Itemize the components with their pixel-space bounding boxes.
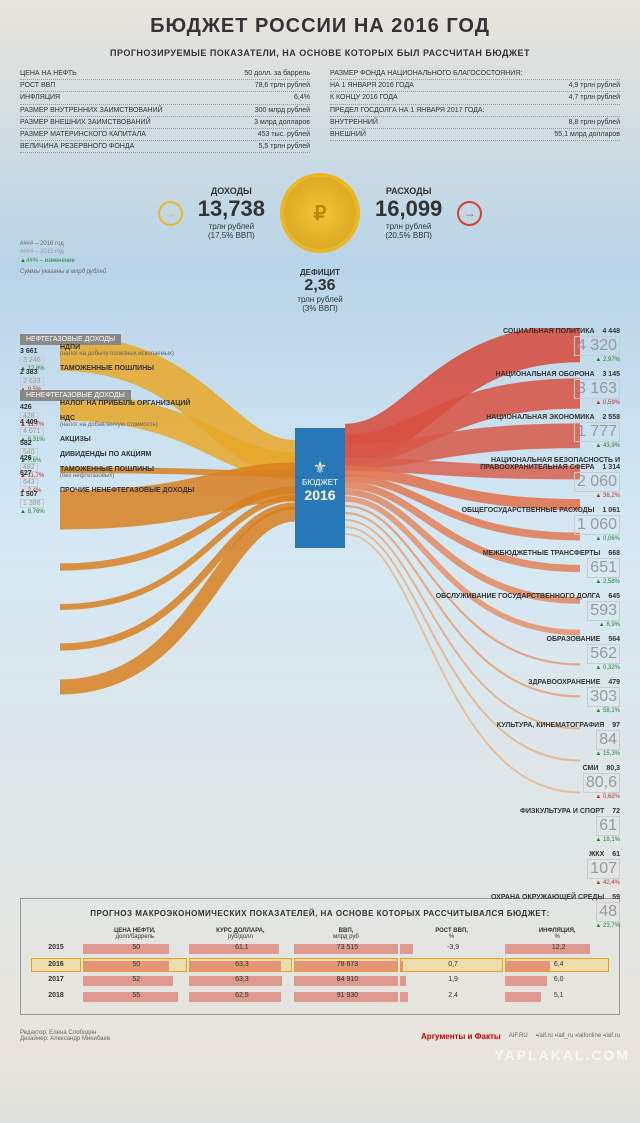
social-link[interactable]: ▪/aif_ru	[555, 1033, 574, 1039]
watermark: YAPLAKAL.COM	[495, 1047, 631, 1063]
expense-item: НАЦИОНАЛЬНАЯ БЕЗОПАСНОСТЬ И ПРАВООХРАНИТ…	[420, 457, 620, 499]
forecast-indicators: ЦЕНА НА НЕФТЬ50 долл. за баррельРОСТ ВВП…	[20, 68, 620, 153]
income-item: 1 507 1 386 ▲ 8,76% ПРОЧИЕ НЕНЕФТЕГАЗОВЫ…	[20, 491, 200, 494]
expense-item: НАЦИОНАЛЬНАЯ ОБОРОНА 3 145 3 163 ▲ 0,59%	[420, 371, 620, 406]
expense-item: СМИ 80,3 80,6 ▲ 0,62%	[420, 765, 620, 800]
expense-item: ОБРАЗОВАНИЕ 564 562 ▲ 0,32%	[420, 636, 620, 671]
income-value: 13,738	[198, 196, 265, 222]
expense-item: ОБСЛУЖИВАНИЕ ГОСУДАРСТВЕННОГО ДОЛГА 645 …	[420, 593, 620, 628]
budget-center-block: ⚜ БЮДЖЕТ 2016	[295, 428, 345, 548]
social-link[interactable]: ▪/aifonline	[575, 1033, 601, 1039]
sankey-diagram: ⚜ БЮДЖЕТ 2016 НЕФТЕГАЗОВЫЕ ДОХОДЫ 3 661 …	[20, 328, 620, 878]
expense-value: 16,099	[375, 196, 442, 222]
main-title: БЮДЖЕТ РОССИИ НА 2016 ГОД	[20, 15, 620, 38]
expense-item: ФИЗКУЛЬТУРА И СПОРТ 72 61 ▲ 18,1%	[420, 808, 620, 843]
expense-item: МЕЖБЮДЖЕТНЫЕ ТРАНСФЕРТЫ 668 651 ▲ 2,58%	[420, 550, 620, 585]
legend: #### – 2016 год #### – 2015 год ▲##% – и…	[20, 240, 106, 277]
income-item: 3 661 3 246 ▲ 12,8% НДПИ (налог на добыч…	[20, 348, 200, 357]
expense-item: ОХРАНА ОКРУЖАЮЩЕЙ СРЕДЫ 59 48 ▲ 23,7%	[420, 894, 620, 929]
social-link[interactable]: ▪/aif.ru	[536, 1033, 553, 1039]
expense-item: СОЦИАЛЬНАЯ ПОЛИТИКА 4 448 4 320 ▲ 2,97%	[420, 328, 620, 363]
expense-arrow-icon: →	[457, 201, 482, 226]
social-link[interactable]: ▪/aif.ru	[603, 1033, 620, 1039]
income-item: 4 409 4 071 ▲ 8,31% НДС (налог на добавл…	[20, 419, 200, 428]
expense-item: ЗДРАВООХРАНЕНИЕ 479 303 ▲ 58,1%	[420, 679, 620, 714]
emblem-icon: ⚜	[295, 458, 345, 478]
subtitle: ПРОГНОЗИРУЕМЫЕ ПОКАЗАТЕЛИ, НА ОСНОВЕ КОТ…	[20, 48, 620, 58]
income-item: 426 482 ▲ 11,7% ДИВИДЕНДЫ ПО АКЦИЯМ	[20, 455, 200, 458]
income-item: 2 383 2 633 ▲ 9,5% ТАМОЖЕННЫЕ ПОШЛИНЫ	[20, 369, 200, 372]
income-expense-summary: → ДОХОДЫ 13,738 трлн рублей (17,5% ВВП) …	[20, 173, 620, 253]
expense-item: НАЦИОНАЛЬНАЯ ЭКОНОМИКА 2 558 1 777 ▲ 43,…	[420, 414, 620, 449]
expense-item: ОБЩЕГОСУДАРСТВЕННЫЕ РАСХОДЫ 1 061 1 060 …	[420, 507, 620, 542]
deficit-block: ДЕФИЦИТ 2,36 трлн рублей (3% ВВП)	[20, 268, 620, 313]
expense-item: ЖКХ 61 107 ▲ 42,4%	[420, 851, 620, 886]
brand-logo: Аргументы и Факты	[421, 1032, 501, 1041]
expense-item: КУЛЬТУРА, КИНЕМАТОГРАФИЯ 97 84 ▲ 15,3%	[420, 722, 620, 757]
income-arrow-icon: →	[158, 201, 183, 226]
income-item: 426 428 ▲ 11,7% НАЛОГ НА ПРИБЫЛЬ ОРГАНИЗ…	[20, 404, 200, 407]
footer: Редактор: Елена Слободян Дизайнер: Алекс…	[20, 1025, 620, 1047]
income-item: 627 643 ▲ 2,4% ТАМОЖЕННЫЕ ПОШЛИНЫ (без н…	[20, 470, 200, 479]
ruble-coin-icon: ₽	[280, 173, 360, 253]
income-item: 582 540 ▲ 7,6% АКЦИЗЫ	[20, 440, 200, 443]
